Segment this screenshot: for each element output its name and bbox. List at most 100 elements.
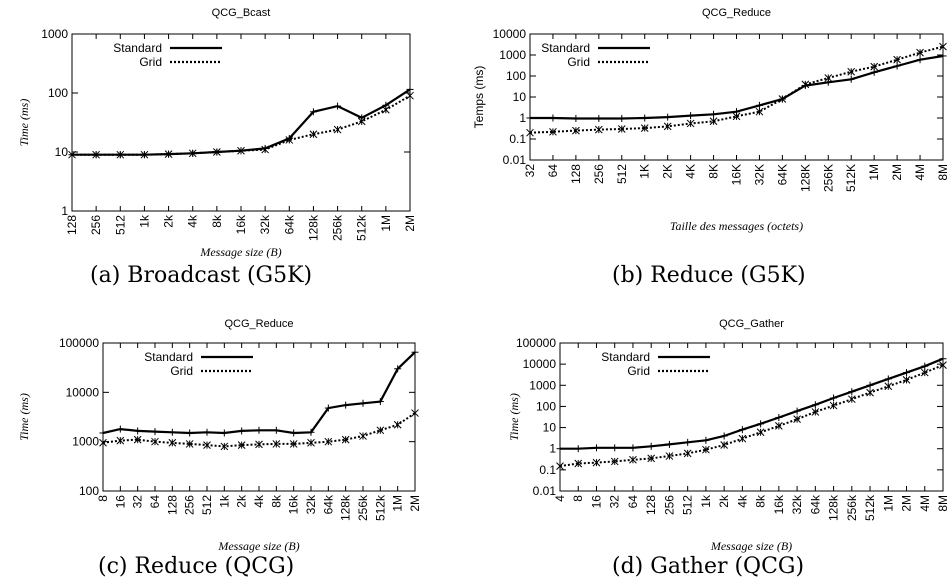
data-point-grid <box>866 388 874 397</box>
data-point-grid <box>709 117 718 126</box>
data-point-grid <box>683 449 692 458</box>
x-tick-label: 16 <box>589 495 603 509</box>
data-point-standard <box>755 101 763 109</box>
y-tick-label: 1 <box>519 111 526 125</box>
x-tick-label: 128 <box>569 164 583 184</box>
plot-frame <box>102 342 416 492</box>
data-point-grid <box>629 455 637 464</box>
y-tick-label: 1000 <box>41 27 68 41</box>
data-point-grid <box>610 457 619 466</box>
x-tick-label: 64k <box>808 494 822 514</box>
data-point-grid <box>916 48 924 57</box>
data-point-standard <box>939 52 947 60</box>
data-point-grid <box>920 368 929 377</box>
data-point-grid <box>164 150 173 158</box>
data-point-standard <box>376 398 384 406</box>
x-tick-label: 512 <box>200 495 214 515</box>
data-point-grid <box>220 442 229 451</box>
data-point-grid <box>237 441 246 450</box>
x-tick-label: 32 <box>131 495 145 509</box>
data-point-grid <box>893 55 901 64</box>
data-point-standard <box>847 75 855 83</box>
data-point-grid <box>939 361 947 369</box>
data-point-grid <box>526 128 534 137</box>
y-tick-label: 10000 <box>66 385 100 399</box>
x-tick-label: 512k <box>355 214 369 241</box>
x-tick-label: 4M <box>918 495 932 512</box>
data-point-grid <box>255 440 263 449</box>
chart-2: QCG_Reduce 100 1000 10000 100000 8 16 32 64 128 25… <box>17 318 422 579</box>
y-tick-label: 0.01 <box>503 153 527 167</box>
data-point-standard <box>220 429 228 437</box>
figure-caption: (d) Gather (QCG) <box>612 554 804 579</box>
data-point-standard <box>811 401 819 409</box>
chart-title: QCG_Gather <box>719 318 784 330</box>
x-tick-label: 16K <box>730 164 744 185</box>
plot-frame <box>529 33 944 161</box>
data-point-grid <box>793 415 801 424</box>
x-tick-label: 2M <box>403 215 417 232</box>
x-tick-label: 64k <box>282 214 296 234</box>
data-point-standard <box>664 113 672 121</box>
data-point-standard <box>134 427 142 435</box>
data-point-standard <box>116 425 124 433</box>
data-point-standard <box>793 407 801 415</box>
data-point-grid <box>572 126 580 135</box>
plot-frame <box>71 33 411 212</box>
data-point-grid <box>939 42 947 51</box>
chart-title: QCG_Bcast <box>212 7 271 19</box>
data-point-grid <box>811 408 820 416</box>
x-tick-label: 8k <box>210 214 224 228</box>
x-tick-label: 1M <box>391 495 405 512</box>
x-tick-label: 64 <box>546 164 560 178</box>
data-point-standard <box>549 114 557 122</box>
x-tick-label: 64K <box>775 164 789 185</box>
data-point-standard <box>939 355 947 363</box>
data-point-grid <box>406 91 414 100</box>
data-point-standard <box>556 445 564 453</box>
x-tick-label: 8K <box>707 164 721 179</box>
data-point-standard <box>687 112 695 120</box>
data-point-standard <box>903 369 911 377</box>
x-tick-label: 512k <box>373 494 387 521</box>
x-tick-label: 4M <box>913 164 927 181</box>
data-point-grid <box>686 119 695 128</box>
series-line-grid <box>559 364 944 468</box>
data-point-grid <box>755 107 764 116</box>
x-tick-label: 64k <box>321 494 335 514</box>
y-tick-label: 10000 <box>523 357 557 371</box>
y-tick-label: 1000 <box>529 378 556 392</box>
x-tick-label: 2M <box>408 495 422 512</box>
y-tick-label: 1 <box>61 204 68 218</box>
y-tick-label: 100 <box>536 399 556 413</box>
x-tick-label: 8 <box>571 495 585 502</box>
x-tick-label: 512K <box>844 164 858 192</box>
x-tick-label: 2k <box>162 214 176 228</box>
data-point-standard <box>334 102 342 110</box>
figure-caption: (c) Reduce (QCG) <box>98 554 294 579</box>
data-point-standard <box>359 399 367 407</box>
x-tick-label: 256k <box>331 214 345 241</box>
x-tick-label: 32 <box>608 495 622 509</box>
data-point-grid <box>289 440 298 448</box>
x-tick-label: 1K <box>638 164 652 179</box>
data-point-standard <box>572 114 580 122</box>
y-tick-label: 0.1 <box>539 463 556 477</box>
data-point-grid <box>357 117 366 126</box>
x-tick-label: 32k <box>790 494 804 514</box>
x-tick-label: 32K <box>752 164 766 185</box>
data-point-grid <box>168 438 177 447</box>
x-tick-label: 1M <box>379 215 393 232</box>
data-point-grid <box>309 130 318 139</box>
x-tick-label: 4 <box>553 495 567 502</box>
data-point-grid <box>411 409 419 417</box>
data-point-standard <box>702 436 710 444</box>
data-point-standard <box>324 404 332 412</box>
chart-title: QCG_Reduce <box>224 318 293 330</box>
legend-entry-label: Standard <box>601 350 650 364</box>
y-axis-label: Time (ms) <box>17 99 31 147</box>
data-point-standard <box>592 444 600 452</box>
data-point-grid <box>116 150 125 159</box>
x-tick-label: 128k <box>339 494 353 521</box>
